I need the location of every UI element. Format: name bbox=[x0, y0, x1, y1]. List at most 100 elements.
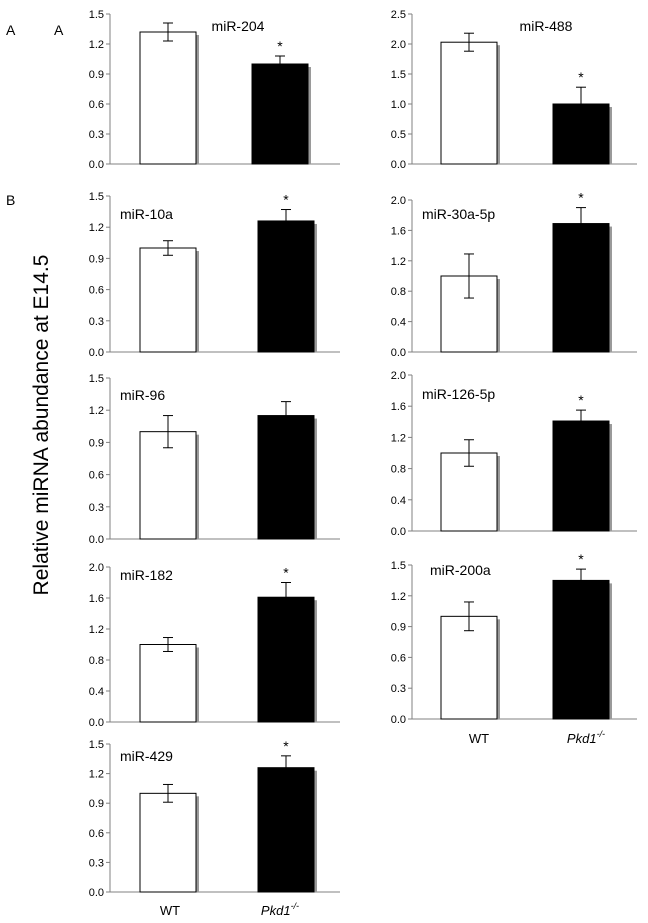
y-tick-label: 0.8 bbox=[391, 464, 406, 476]
y-tick-label: 0.4 bbox=[89, 686, 104, 698]
x-label-wt-left: WT bbox=[160, 903, 180, 918]
panel-title: miR-10a bbox=[120, 206, 173, 222]
y-tick-label: 1.2 bbox=[391, 256, 406, 268]
chart-panel-6: 0.0 0.4 0.8 1.2 1.6 2.0 * miR-182 bbox=[89, 562, 340, 729]
panel-letter-inner-a: A bbox=[54, 22, 64, 38]
y-tick-label: 1.6 bbox=[391, 225, 406, 237]
bar-wt bbox=[139, 431, 197, 540]
y-tick-label: 1.0 bbox=[391, 99, 406, 111]
bar-wt bbox=[440, 615, 498, 720]
y-tick-label: 0.3 bbox=[89, 857, 104, 869]
bar-wt bbox=[440, 41, 498, 165]
y-tick-label: 0.0 bbox=[391, 159, 406, 171]
bar-mutant bbox=[257, 220, 315, 353]
bar-mutant bbox=[552, 223, 610, 353]
chart-panel-5: 0.0 0.4 0.8 1.2 1.6 2.0 * miR-126-5p bbox=[391, 370, 637, 538]
significance-star: * bbox=[578, 551, 584, 567]
y-tick-label: 0.6 bbox=[89, 99, 104, 111]
y-tick-label: 0.0 bbox=[89, 717, 104, 729]
y-tick-label: 0.9 bbox=[89, 798, 104, 810]
y-tick-label: 0.8 bbox=[89, 655, 104, 667]
bar-mutant bbox=[257, 767, 315, 893]
y-tick-label: 0.9 bbox=[391, 622, 406, 634]
y-tick-label: 0.8 bbox=[391, 286, 406, 298]
y-tick-label: 0.3 bbox=[89, 502, 104, 514]
chart-panel-1: 0.0 0.5 1.0 1.5 2.0 2.5 * miR-488 bbox=[391, 9, 637, 171]
y-tick-label: 0.6 bbox=[89, 285, 104, 297]
y-tick-label: 0.0 bbox=[391, 526, 406, 538]
y-axis-label: Relative miRNA abundance at E14.5 bbox=[30, 255, 53, 596]
panel-title: miR-429 bbox=[120, 748, 173, 764]
chart-panel-0: 0.0 0.3 0.6 0.9 1.2 1.5 * miR-204 bbox=[89, 9, 340, 171]
chart-panel-4: 0.0 0.3 0.6 0.9 1.2 1.5 miR-96 bbox=[89, 373, 340, 546]
y-tick-label: 1.2 bbox=[89, 769, 104, 781]
y-tick-label: 0.9 bbox=[89, 437, 104, 449]
panel-title: miR-200a bbox=[430, 562, 491, 578]
y-tick-label: 0.3 bbox=[89, 316, 104, 328]
bar-mutant bbox=[552, 579, 610, 720]
y-tick-label: 2.0 bbox=[391, 195, 406, 207]
panel-title: miR-182 bbox=[120, 567, 173, 583]
panel-letter-b: B bbox=[6, 192, 15, 208]
y-tick-label: 0.0 bbox=[89, 887, 104, 899]
bar-mutant bbox=[552, 420, 610, 532]
x-label-mutant-left: Pkd1-/- bbox=[261, 901, 299, 918]
y-tick-label: 0.9 bbox=[89, 69, 104, 81]
y-tick-label: 1.6 bbox=[391, 401, 406, 413]
y-tick-label: 0.6 bbox=[89, 470, 104, 482]
y-tick-label: 1.2 bbox=[89, 405, 104, 417]
significance-star: * bbox=[283, 565, 289, 581]
y-tick-label: 1.5 bbox=[89, 739, 104, 751]
bar-mutant bbox=[552, 103, 610, 165]
bar-mutant bbox=[251, 63, 309, 165]
y-tick-label: 1.5 bbox=[391, 560, 406, 572]
chart-panel-3: 0.0 0.4 0.8 1.2 1.6 2.0 * miR-30a-5p bbox=[391, 190, 637, 359]
significance-star: * bbox=[578, 392, 584, 408]
y-tick-label: 0.0 bbox=[89, 159, 104, 171]
chart-panel-2: 0.0 0.3 0.6 0.9 1.2 1.5 * miR-10a bbox=[89, 191, 340, 359]
panel-title: miR-204 bbox=[212, 18, 265, 34]
y-tick-label: 2.0 bbox=[391, 370, 406, 382]
bar-mutant bbox=[257, 596, 315, 723]
y-tick-label: 1.5 bbox=[89, 9, 104, 21]
x-label-mutant-right: Pkd1-/- bbox=[567, 729, 605, 746]
chart-panel-8: 0.0 0.3 0.6 0.9 1.2 1.5 * miR-429 bbox=[89, 738, 340, 899]
y-tick-label: 1.2 bbox=[89, 624, 104, 636]
significance-star: * bbox=[283, 738, 289, 754]
y-tick-label: 0.9 bbox=[89, 253, 104, 265]
y-tick-label: 0.0 bbox=[391, 714, 406, 726]
y-tick-label: 1.2 bbox=[89, 39, 104, 51]
y-tick-label: 0.3 bbox=[391, 683, 406, 695]
y-tick-label: 0.6 bbox=[89, 828, 104, 840]
bar-mutant bbox=[257, 415, 315, 540]
bar-wt bbox=[139, 792, 197, 893]
significance-star: * bbox=[578, 69, 584, 85]
chart-panel-7: 0.0 0.3 0.6 0.9 1.2 1.5 * miR-200a bbox=[391, 551, 637, 726]
y-tick-label: 1.2 bbox=[391, 591, 406, 603]
bar-wt bbox=[139, 644, 197, 723]
y-tick-label: 1.2 bbox=[89, 222, 104, 234]
y-tick-label: 0.0 bbox=[89, 347, 104, 359]
significance-star: * bbox=[578, 190, 584, 206]
y-tick-label: 0.3 bbox=[89, 129, 104, 141]
y-tick-label: 1.5 bbox=[391, 69, 406, 81]
x-label-wt-right: WT bbox=[469, 731, 489, 746]
bar-wt bbox=[139, 247, 197, 353]
significance-star: * bbox=[277, 38, 283, 54]
panel-title: miR-30a-5p bbox=[422, 206, 495, 222]
panel-title: miR-488 bbox=[520, 18, 573, 34]
panel-letter-outer-a: A bbox=[6, 22, 16, 38]
chart-panels: 0.0 0.3 0.6 0.9 1.2 1.5 * miR-204 0.0 0.5 1.0 1.5 2.… bbox=[89, 9, 637, 899]
panel-title: miR-126-5p bbox=[422, 386, 495, 402]
significance-star: * bbox=[283, 192, 289, 208]
y-tick-label: 1.5 bbox=[89, 373, 104, 385]
y-tick-label: 0.6 bbox=[391, 652, 406, 664]
y-tick-label: 1.2 bbox=[391, 432, 406, 444]
y-tick-label: 2.0 bbox=[89, 562, 104, 574]
y-tick-label: 0.4 bbox=[391, 495, 406, 507]
y-tick-label: 2.0 bbox=[391, 39, 406, 51]
y-tick-label: 0.5 bbox=[391, 129, 406, 141]
y-tick-label: 0.0 bbox=[391, 347, 406, 359]
y-tick-label: 0.0 bbox=[89, 534, 104, 546]
